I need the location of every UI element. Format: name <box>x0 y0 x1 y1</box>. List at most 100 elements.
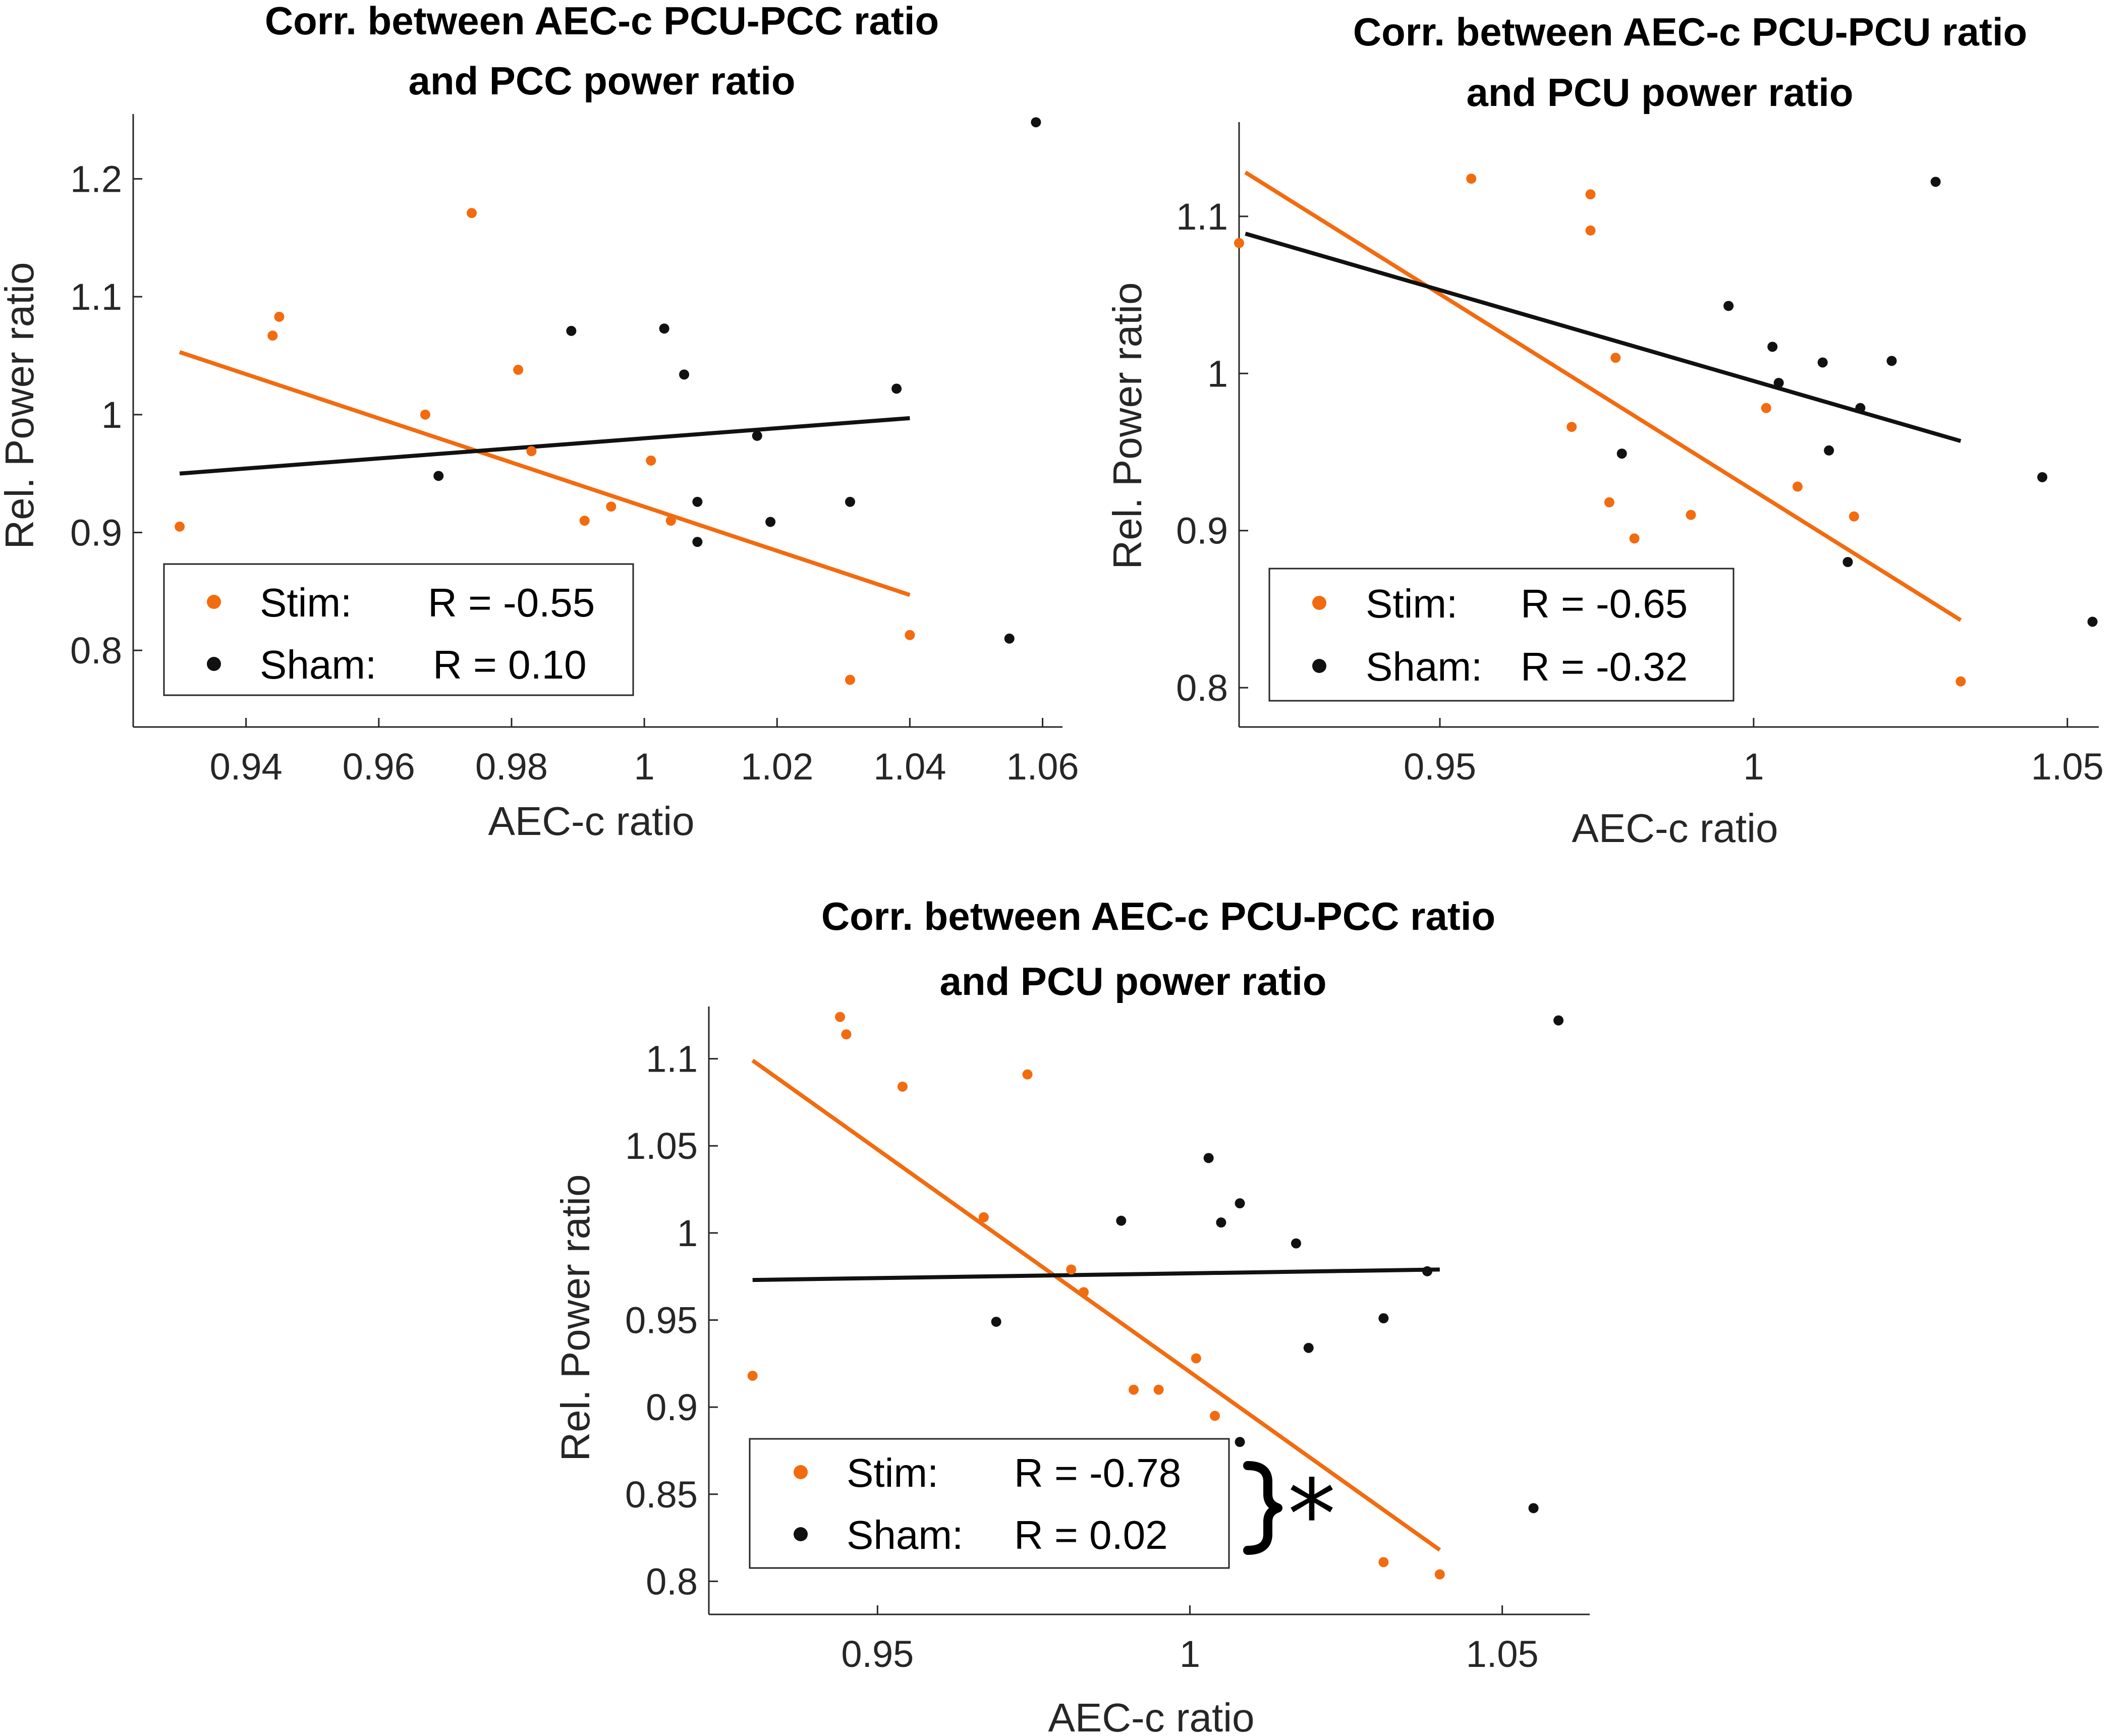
y-tick-label: 0.9 <box>646 1386 698 1428</box>
data-point-stim <box>579 516 590 526</box>
y-tick-label: 1.1 <box>1176 196 1228 238</box>
data-point-sham <box>1216 1217 1226 1228</box>
legend-marker-stim <box>794 1465 808 1479</box>
y-tick-label: 1 <box>101 394 122 436</box>
y-tick-label: 0.8 <box>70 630 122 671</box>
data-point-stim <box>905 630 915 640</box>
data-point-sham <box>1422 1266 1433 1276</box>
legend-marker-stim <box>207 595 221 609</box>
panel-pcu-pcu-power: Corr. between AEC-c PCU-PCU ratio and PC… <box>1105 10 2104 851</box>
data-point-sham <box>1303 1342 1314 1353</box>
data-point-stim <box>606 501 617 512</box>
x-tick-label: 1 <box>634 746 655 788</box>
data-point-stim <box>1191 1353 1201 1364</box>
y-tick-label: 0.9 <box>70 512 122 553</box>
y-tick-label: 1.05 <box>625 1125 698 1167</box>
data-point-stim <box>513 365 524 375</box>
data-point-sham <box>679 369 690 380</box>
x-tick-label: 1 <box>1743 746 1764 788</box>
legend-r-stim: R = -0.78 <box>1014 1450 1181 1495</box>
data-point-stim <box>1234 238 1244 248</box>
fit-line-stim <box>179 350 911 597</box>
y-axis-label: Rel. Power ratio <box>0 262 42 549</box>
chart-title-line1: Corr. between AEC-c PCU-PCC ratio <box>265 0 939 43</box>
legend: Stim: R = -0.78 Sham: R = 0.02 <box>749 1438 1230 1569</box>
y-tick-label: 0.95 <box>625 1299 698 1341</box>
legend-label-stim: Stim: <box>260 580 352 625</box>
legend-label-sham: Sham: <box>847 1513 963 1557</box>
legend: Stim: R = -0.55 Sham: R = 0.10 <box>163 563 634 696</box>
fit-line-stim <box>1244 171 1962 622</box>
x-tick-label: 1.06 <box>1006 746 1079 788</box>
data-point-sham <box>1723 301 1734 311</box>
x-axis-label: AEC-c ratio <box>1048 1695 1255 1736</box>
data-point-stim <box>1686 510 1696 520</box>
data-point-stim <box>420 409 430 420</box>
significance-asterisk: * <box>1288 1459 1336 1571</box>
legend-r-stim: R = -0.65 <box>1521 581 1688 626</box>
chart-title-line2: and PCU power ratio <box>1466 70 1853 115</box>
x-tick-label: 0.98 <box>475 746 548 788</box>
data-point-sham <box>1378 1313 1389 1324</box>
y-tick-label: 1 <box>677 1212 698 1254</box>
y-tick-label: 0.9 <box>1176 510 1228 552</box>
data-point-sham <box>1886 356 1897 366</box>
legend-label-stim: Stim: <box>847 1450 938 1495</box>
data-point-sham <box>433 471 444 481</box>
data-point-stim <box>1761 403 1771 413</box>
data-point-sham <box>1235 1198 1245 1209</box>
legend-box <box>163 563 634 696</box>
legend-r-sham: R = 0.02 <box>1014 1513 1168 1557</box>
chart-title-line1: Corr. between AEC-c PCU-PCC ratio <box>821 894 1495 938</box>
x-tick-label: 1 <box>1180 1633 1200 1675</box>
data-point-sham <box>1031 117 1041 128</box>
x-axis-label: AEC-c ratio <box>488 799 695 844</box>
data-point-stim <box>978 1212 989 1222</box>
data-point-stim <box>1066 1264 1077 1275</box>
data-point-stim <box>1955 676 1966 687</box>
data-point-stim <box>274 311 285 322</box>
data-point-stim <box>1466 174 1477 184</box>
data-point-stim <box>845 675 855 685</box>
data-point-stim <box>1629 533 1640 544</box>
fit-line-sham <box>752 1267 1440 1282</box>
legend-marker-sham <box>794 1527 808 1541</box>
legend-label-stim: Stim: <box>1366 581 1458 626</box>
data-point-stim <box>1434 1569 1445 1580</box>
data-point-stim <box>1078 1287 1089 1298</box>
data-point-stim <box>1610 353 1621 363</box>
data-point-stim <box>897 1081 908 1092</box>
data-point-sham <box>1553 1015 1564 1026</box>
data-point-stim <box>175 521 185 532</box>
data-point-sham <box>1773 377 1784 388</box>
y-tick-label: 0.85 <box>625 1474 698 1516</box>
data-point-stim <box>1849 511 1859 522</box>
plot-area: 0.95 1 1.05 0.8 0.85 0.9 0.95 1 1.05 1.1 <box>625 1006 1590 1675</box>
data-point-sham <box>1842 557 1853 567</box>
plot-area: 0.94 0.96 0.98 1 1.02 1.04 1.06 0.8 0.9 1 1.1 1.2 <box>70 114 1079 788</box>
data-point-sham <box>1616 449 1627 459</box>
data-point-stim <box>267 330 278 341</box>
data-point-stim <box>1153 1384 1164 1395</box>
data-point-sham <box>1528 1503 1539 1514</box>
data-point-sham <box>752 430 762 441</box>
data-point-sham <box>2087 617 2098 627</box>
x-tick-label: 0.96 <box>343 746 415 788</box>
legend-marker-stim <box>1312 596 1326 610</box>
data-point-stim <box>1210 1411 1220 1421</box>
x-tick-label: 0.95 <box>1404 746 1476 788</box>
data-point-stim <box>646 455 656 466</box>
data-point-sham <box>1930 177 1941 187</box>
data-point-sham <box>692 496 703 507</box>
data-point-sham <box>1291 1238 1301 1249</box>
data-point-stim <box>841 1029 852 1040</box>
y-tick-label: 1.1 <box>646 1038 698 1080</box>
fit-line-sham <box>179 416 910 476</box>
chart-title-line2: and PCC power ratio <box>408 59 795 103</box>
x-tick-label: 1.05 <box>1466 1633 1539 1675</box>
data-point-sham <box>566 325 577 336</box>
x-tick-label: 1.02 <box>741 746 813 788</box>
data-point-sham <box>692 537 703 547</box>
x-tick-label: 1.05 <box>2031 746 2104 788</box>
data-point-sham <box>1824 445 1834 456</box>
